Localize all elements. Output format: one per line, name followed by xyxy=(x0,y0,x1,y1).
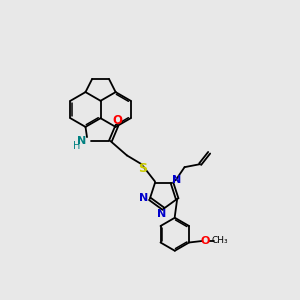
Text: H: H xyxy=(73,141,80,152)
Text: O: O xyxy=(112,114,123,128)
Text: CH₃: CH₃ xyxy=(212,236,228,245)
Text: N: N xyxy=(158,209,166,219)
Text: O: O xyxy=(201,236,210,246)
Text: N: N xyxy=(172,176,182,185)
Text: N: N xyxy=(139,193,148,203)
Text: N: N xyxy=(77,136,86,146)
Text: S: S xyxy=(138,161,147,175)
